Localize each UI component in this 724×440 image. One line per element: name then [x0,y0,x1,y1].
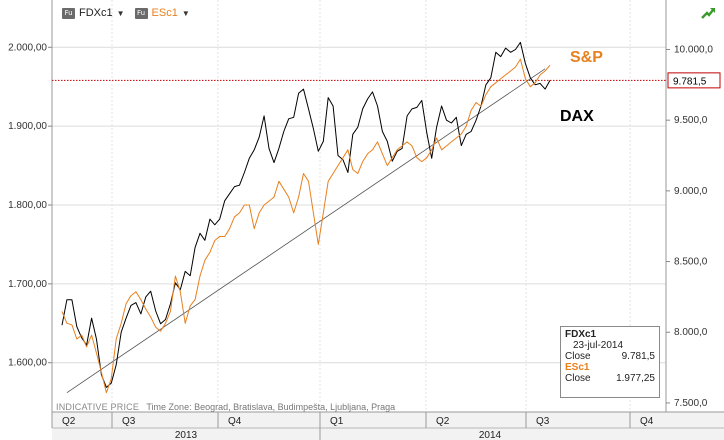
left-tick-label: 2.000,00 [8,42,47,53]
price-type-label: INDICATIVE PRICE [56,402,140,412]
right-tick-label: 8.500,0 [674,257,708,268]
last-price-value: 9.781,5 [673,76,707,87]
tooltip-series1-name: FDXc1 [565,329,597,340]
ric-fdxc1-label: FDXc1 [79,7,113,19]
ric-esc1[interactable]: Fu ESc1 ▼ [134,7,190,19]
quarter-labels: Q2 Q3 Q4 Q1 Q2 Q3 Q4 [51,412,654,428]
ric-legend: Fu FDXc1 ▼ Fu ESc1 ▼ [62,4,190,22]
trend-arrow-icon[interactable] [700,6,716,20]
futures-icon: Fu [62,7,75,19]
right-tick-label: 7.500,0 [674,398,708,409]
timezone-label: Time Zone: Beograd, Bratislava, Budimpeš… [146,402,396,412]
last-price-flag: 9.781,5 [667,72,721,89]
chevron-down-icon[interactable]: ▼ [181,8,190,18]
quarter-label: Q4 [640,416,654,427]
close-label: Close [565,351,591,362]
series-lines [61,41,551,394]
quarter-label: Q2 [62,416,76,427]
tooltip-date: 23-jul-2014 [573,340,624,351]
chevron-down-icon[interactable]: ▼ [116,8,125,18]
sp-annotation: S&P [570,49,603,66]
right-tick-label: 9.500,0 [674,115,708,126]
tooltip-series2-close: Close 1.977,25 [565,373,655,384]
tooltip-series2-name: ESc1 [565,362,590,373]
year-label: 2013 [175,430,198,440]
data-tooltip: FDXc1 23-jul-2014 Close 9.781,5 ESc1 Clo… [560,326,660,398]
left-tick-label: 1.600,00 [8,358,47,369]
left-tick-label: 1.700,00 [8,279,47,290]
quarter-label: Q3 [122,416,136,427]
year-labels: 2013 2014 [175,428,502,440]
left-axis-ticks: 1.600,00 1.700,00 1.800,00 1.900,00 2.000,00 [8,42,52,369]
dax-annotation: DAX [560,108,594,125]
left-tick-label: 1.900,00 [8,121,47,132]
close-value: 9.781,5 [621,351,655,362]
futures-icon: Fu [134,7,148,19]
right-tick-label: 9.000,0 [674,186,708,197]
close-label: Close [565,373,591,384]
right-tick-label: 8.000,0 [674,327,708,338]
chart-footer: INDICATIVE PRICE Time Zone: Beograd, Bra… [56,402,395,412]
quarter-label: Q2 [436,416,450,427]
quarter-label: Q1 [330,416,344,427]
year-label: 2014 [479,430,502,440]
close-value: 1.977,25 [616,373,655,384]
ric-fdxc1[interactable]: Fu FDXc1 ▼ [62,7,125,19]
trendline [66,68,546,393]
left-tick-label: 1.800,00 [8,200,47,211]
right-tick-label: 10.000,0 [674,44,713,55]
quarter-label: Q4 [228,416,242,427]
time-axis [52,411,724,440]
quarter-label: Q3 [536,416,550,427]
ric-esc1-label: ESc1 [151,7,178,19]
sp-series-line [61,58,551,394]
right-axis-ticks: 7.500,0 8.000,0 8.500,0 9.000,0 9.500,0 10.00… [666,44,713,409]
tooltip-series1-close: Close 9.781,5 [565,351,655,362]
